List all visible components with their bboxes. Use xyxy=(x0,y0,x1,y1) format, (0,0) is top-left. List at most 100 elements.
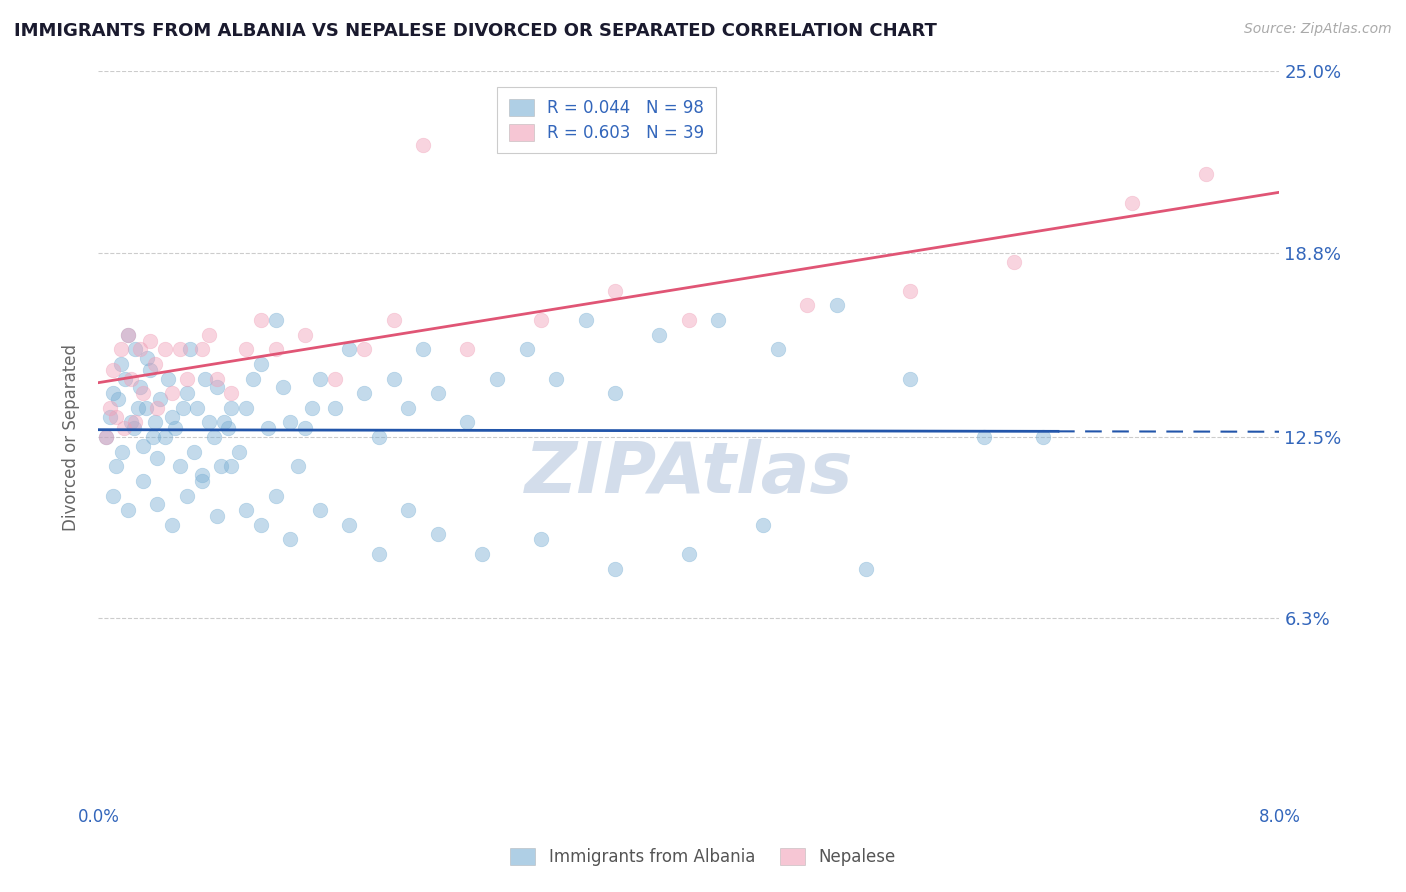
Point xyxy=(172,401,194,415)
Point xyxy=(353,343,375,357)
Point xyxy=(153,343,176,357)
Point xyxy=(186,401,208,415)
Point xyxy=(149,392,172,406)
Point xyxy=(94,430,117,444)
Point xyxy=(766,343,789,357)
Text: ZIPAtlas: ZIPAtlas xyxy=(524,439,853,508)
Point xyxy=(221,401,243,415)
Point xyxy=(191,468,214,483)
Point xyxy=(264,313,287,327)
Point xyxy=(323,371,346,385)
Point xyxy=(183,444,205,458)
Point xyxy=(117,503,139,517)
Point xyxy=(1195,167,1218,181)
Point xyxy=(114,371,136,385)
Point xyxy=(486,371,509,385)
Text: Source: ZipAtlas.com: Source: ZipAtlas.com xyxy=(1244,22,1392,37)
Point xyxy=(110,357,132,371)
Point xyxy=(235,503,257,517)
Point xyxy=(132,439,155,453)
Point xyxy=(105,409,128,424)
Point xyxy=(103,386,125,401)
Point xyxy=(98,401,121,415)
Point xyxy=(294,327,316,342)
Point xyxy=(530,313,553,327)
Point xyxy=(212,416,235,430)
Point xyxy=(900,284,922,298)
Point xyxy=(855,562,877,576)
Point xyxy=(398,503,420,517)
Point xyxy=(323,401,346,415)
Point xyxy=(382,371,405,385)
Point xyxy=(202,430,225,444)
Point xyxy=(294,421,316,435)
Point xyxy=(194,371,217,385)
Point xyxy=(198,327,221,342)
Point xyxy=(228,444,250,458)
Point xyxy=(973,430,995,444)
Point xyxy=(235,401,257,415)
Point xyxy=(146,497,169,511)
Point xyxy=(110,343,132,357)
Point xyxy=(221,459,243,474)
Point xyxy=(250,517,273,532)
Point xyxy=(309,371,332,385)
Point xyxy=(1032,430,1054,444)
Point xyxy=(900,371,922,385)
Point xyxy=(124,416,146,430)
Point xyxy=(605,284,627,298)
Point xyxy=(127,401,149,415)
Point xyxy=(678,313,700,327)
Point xyxy=(117,327,139,342)
Point xyxy=(427,386,450,401)
Point xyxy=(105,459,128,474)
Point xyxy=(98,409,121,424)
Point xyxy=(162,409,183,424)
Text: IMMIGRANTS FROM ALBANIA VS NEPALESE DIVORCED OR SEPARATED CORRELATION CHART: IMMIGRANTS FROM ALBANIA VS NEPALESE DIVO… xyxy=(14,22,936,40)
Point xyxy=(217,421,239,435)
Point xyxy=(103,363,125,377)
Point xyxy=(176,386,198,401)
Point xyxy=(139,334,162,348)
Point xyxy=(128,380,150,394)
Point xyxy=(368,430,391,444)
Point xyxy=(179,343,201,357)
Point xyxy=(605,562,627,576)
Point xyxy=(427,526,450,541)
Point xyxy=(120,371,142,385)
Point xyxy=(103,489,125,503)
Point xyxy=(264,343,287,357)
Point xyxy=(143,357,166,371)
Point xyxy=(191,474,214,488)
Point xyxy=(169,343,191,357)
Point xyxy=(162,517,183,532)
Point xyxy=(143,416,166,430)
Point xyxy=(339,343,361,357)
Point xyxy=(530,533,553,547)
Y-axis label: Divorced or Separated: Divorced or Separated xyxy=(62,343,80,531)
Point xyxy=(471,547,494,561)
Point xyxy=(271,380,294,394)
Point xyxy=(153,430,176,444)
Point xyxy=(412,137,434,152)
Legend: R = 0.044   N = 98, R = 0.603   N = 39: R = 0.044 N = 98, R = 0.603 N = 39 xyxy=(496,87,716,153)
Point xyxy=(156,371,179,385)
Point xyxy=(112,421,135,435)
Point xyxy=(605,386,627,401)
Point xyxy=(516,343,538,357)
Legend: Immigrants from Albania, Nepalese: Immigrants from Albania, Nepalese xyxy=(502,840,904,875)
Point xyxy=(135,401,157,415)
Point xyxy=(198,416,221,430)
Point xyxy=(368,547,391,561)
Point xyxy=(221,386,243,401)
Point xyxy=(825,298,848,312)
Point xyxy=(124,343,146,357)
Point xyxy=(287,459,309,474)
Point xyxy=(122,421,145,435)
Point xyxy=(1121,196,1143,211)
Point xyxy=(353,386,375,401)
Point xyxy=(250,357,273,371)
Point xyxy=(250,313,273,327)
Point xyxy=(575,313,598,327)
Point xyxy=(120,416,142,430)
